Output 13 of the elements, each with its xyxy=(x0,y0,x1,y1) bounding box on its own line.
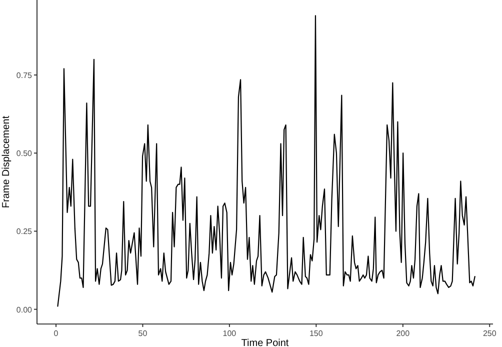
y-axis-title: Frame Displacement xyxy=(1,116,12,208)
x-tick-label: 250 xyxy=(482,329,497,338)
x-tick-label: 200 xyxy=(396,329,410,338)
y-tick-label: 0.25 xyxy=(16,227,33,236)
x-tick-label: 100 xyxy=(222,329,237,338)
x-tick-label: 0 xyxy=(54,329,59,338)
y-tick-label: 0.75 xyxy=(16,70,33,80)
line-series xyxy=(57,15,476,307)
y-tick-label: 0.00 xyxy=(16,305,33,314)
y-tick-label: 0.50 xyxy=(16,149,33,158)
x-axis-title: Time Point xyxy=(241,338,289,347)
x-tick-label: 50 xyxy=(138,329,148,338)
x-tick-label: 150 xyxy=(309,329,324,338)
